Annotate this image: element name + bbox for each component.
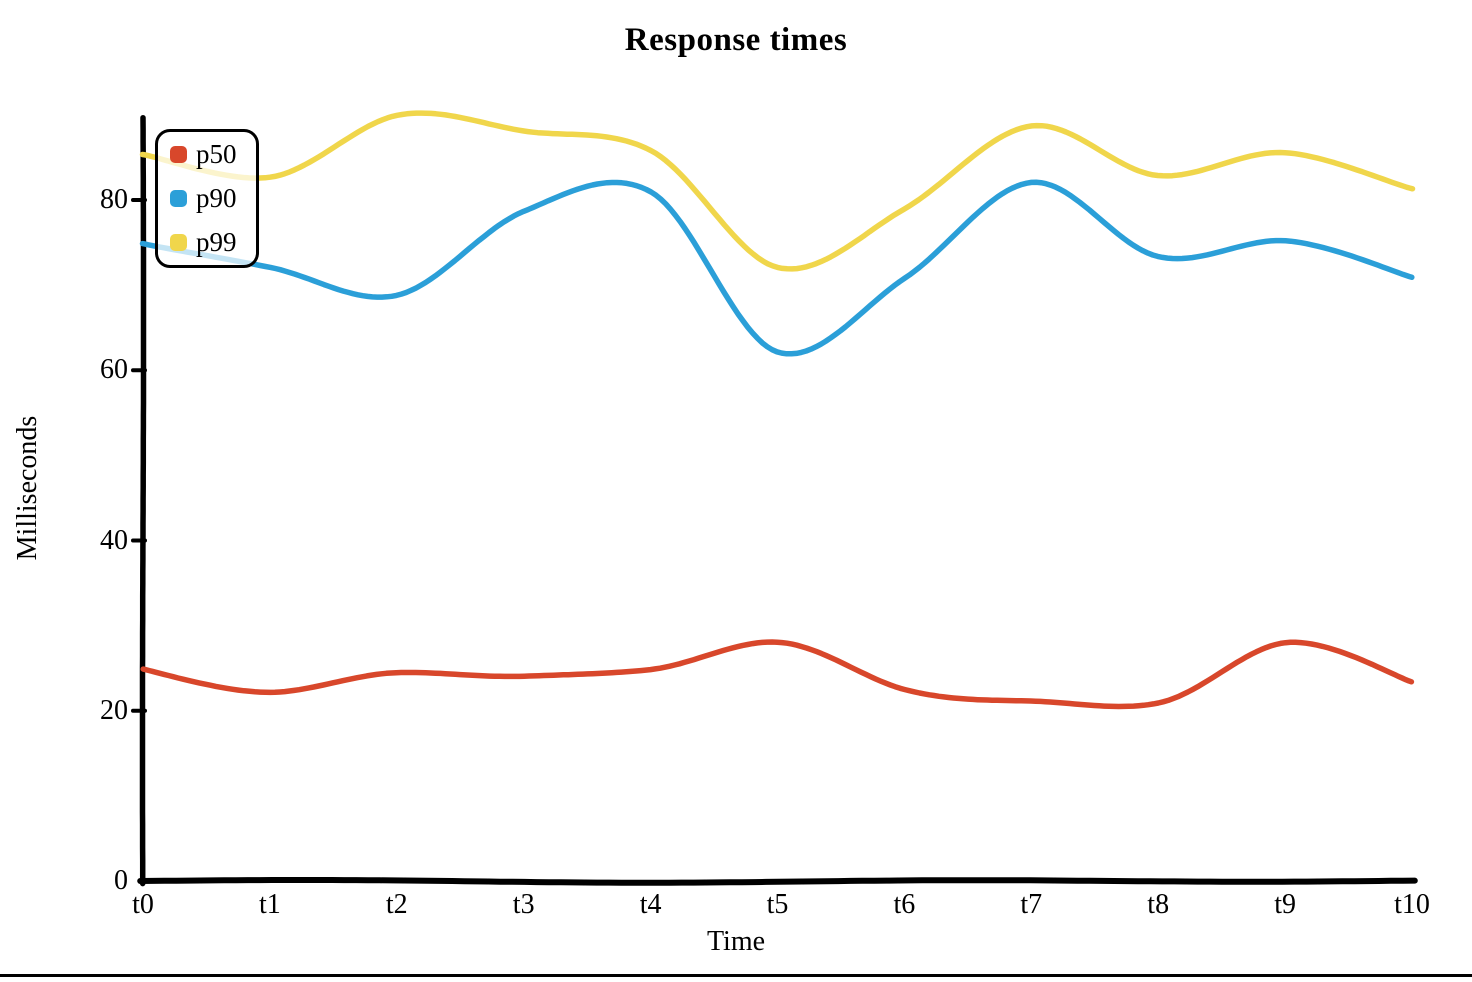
y-tick-label-80: 80 <box>100 184 128 215</box>
chart-title: Response times <box>624 22 848 58</box>
x-tick-label-t10: t10 <box>1394 889 1430 920</box>
legend-swatch-p99 <box>170 234 187 251</box>
legend-swatch-p50 <box>170 146 187 163</box>
legend-swatch-p90 <box>170 190 187 207</box>
x-axis-line <box>137 877 1418 886</box>
y-axis-line <box>139 114 147 887</box>
legend-item-p90: p90 <box>170 185 248 212</box>
x-tick-label-t8: t8 <box>1147 889 1170 920</box>
legend-label-p90: p90 <box>196 183 237 213</box>
legend-item-p99: p99 <box>170 229 248 256</box>
x-axis-label: Time <box>706 926 766 957</box>
y-tick-label-60: 60 <box>100 354 128 386</box>
x-tick-label-t1: t1 <box>259 889 281 920</box>
legend-item-p50: p50 <box>170 141 248 168</box>
legend-label-p50: p50 <box>196 139 237 169</box>
x-tick-label-t4: t4 <box>639 889 662 920</box>
x-tick-label-t5: t5 <box>766 889 789 920</box>
x-tick-label-t0: t0 <box>132 889 154 920</box>
series-line-p99 <box>139 110 1416 272</box>
x-tick-label-t6: t6 <box>893 889 916 920</box>
x-tick-label-t2: t2 <box>385 889 408 920</box>
series-line-p50 <box>140 639 1415 710</box>
y-tick-label-40: 40 <box>100 524 128 556</box>
legend-label-p99: p99 <box>196 227 237 257</box>
y-tick-label-20: 20 <box>100 694 128 726</box>
x-tick-label-t9: t9 <box>1274 889 1296 920</box>
y-tick-label-0: 0 <box>114 865 128 896</box>
series-line-p90 <box>139 179 1415 357</box>
window-bottom-border <box>0 974 1472 977</box>
x-tick-label-t7: t7 <box>1020 889 1043 920</box>
legend: p50 p90 p99 <box>155 129 259 268</box>
x-tick-label-t3: t3 <box>512 889 535 920</box>
